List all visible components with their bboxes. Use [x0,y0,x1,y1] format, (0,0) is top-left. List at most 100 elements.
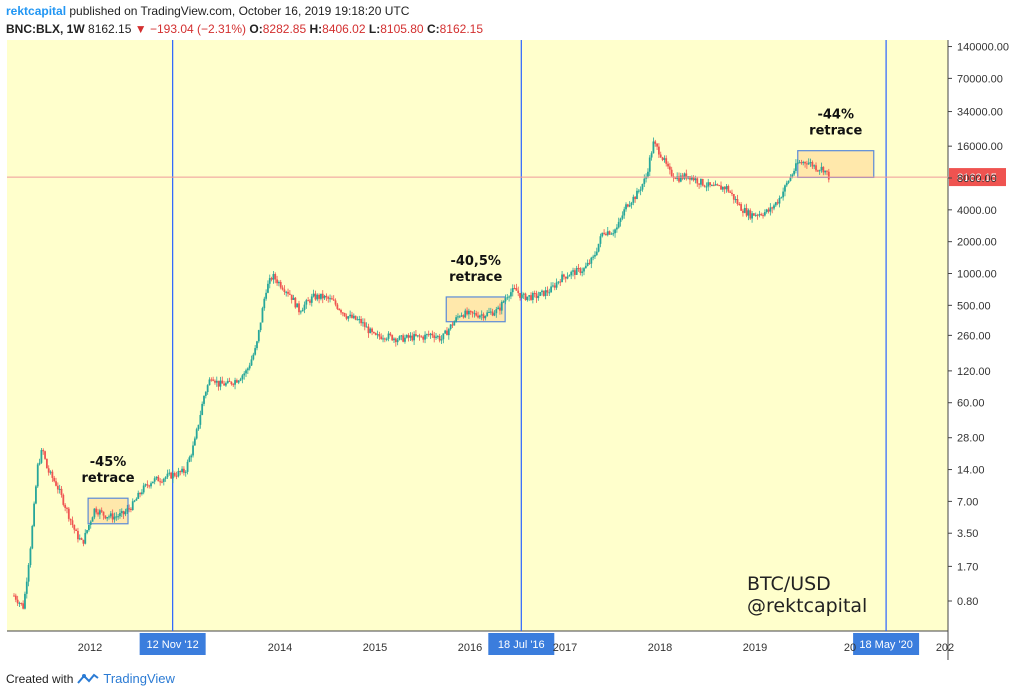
candle-body [345,316,348,319]
candle-body [533,293,536,295]
candle-body [674,177,677,179]
candle-body [98,510,101,515]
candle-body [619,218,622,222]
author-name[interactable]: rektcapital [6,4,67,18]
candle-body [102,511,105,516]
y-tick-label: 140000.00 [957,42,1009,54]
candle-body [49,471,52,473]
low-label: L: [368,22,381,36]
candle-body [683,173,686,179]
candle-body [290,294,293,300]
candle-body [378,334,381,337]
candle-body [108,516,110,518]
retrace-word-label: retrace [449,270,502,285]
candle-body [140,492,143,495]
candle-body [522,293,525,295]
candle-body [170,472,173,479]
candle-body [469,310,472,312]
candle-body [278,281,280,284]
candle-body [577,267,580,269]
candle-body [504,298,507,302]
candle-body [442,333,445,340]
candle-body [133,500,136,502]
candle-body [234,380,236,385]
candle-body [38,462,41,465]
candle-body [225,383,227,386]
retrace-percent-label: -44% [817,108,854,123]
candle-body [581,271,584,273]
candle-body [727,186,730,192]
candle-body [44,451,46,459]
candle-body [71,520,74,525]
candle-body [312,293,315,297]
candle-body [488,311,490,313]
last-price: 8162.15 [88,22,132,36]
candle-body [276,279,278,284]
candle-body [701,178,704,186]
x-tick-label: 2016 [458,642,482,654]
candle-body [268,278,271,284]
candle-body [237,380,240,383]
retrace-zone-box[interactable] [445,296,506,323]
candle-body [181,468,183,472]
candle-body [795,163,797,171]
candle-body [535,293,538,299]
candle-body [515,288,518,291]
y-tick-label: 70000.00 [957,73,1003,85]
y-tick-label: 1000.00 [957,269,997,281]
candle-body [599,236,602,244]
candle-body [742,210,744,213]
candle-body [510,292,512,297]
candle-body [391,334,394,341]
candle-body [663,158,666,160]
candle-body [489,311,492,313]
y-tick-label: 4000.00 [957,205,997,217]
candle-body [800,162,803,164]
candle-body [698,183,700,185]
candle-body [120,511,123,514]
candle-body [524,293,527,301]
candle-body [175,475,178,477]
candle-body [457,316,459,318]
candle-body [700,178,702,185]
candle-body [153,478,156,482]
close-label: C: [426,22,440,36]
halving-date-label: 18 Jul '16 [498,639,545,651]
candle-body [228,380,231,382]
candle-body [287,291,289,294]
candle-body [568,275,571,277]
candle-body [517,290,520,293]
candle-body [184,471,187,473]
candle-body [142,485,145,493]
y-tick-label: 8000.00 [957,173,997,185]
candle-body [303,304,306,310]
chart-plot-area[interactable] [7,40,948,631]
candle-body [718,185,721,187]
candle-body [283,289,286,292]
candle-body [754,214,757,216]
candle-body [351,314,353,318]
candle-body [639,189,642,191]
candle-body [347,316,350,319]
retrace-percent-label: -45% [90,455,127,470]
candle-body [500,302,503,311]
candle-body [468,310,470,315]
candle-body [749,210,752,219]
candle-body [477,315,479,318]
candle-body [365,326,368,328]
candle-body [573,270,576,275]
tradingview-brand[interactable]: TradingView [103,671,175,686]
candle-body [807,162,810,165]
candle-body [35,486,37,504]
candle-body [451,324,454,326]
candle-body [402,335,405,342]
candle-body [449,324,452,330]
candle-body [232,384,235,386]
candle-body [484,315,487,319]
candle-body [203,395,205,404]
candle-body [144,484,147,486]
candle-body [431,333,434,336]
candle-body [416,335,419,337]
candle-body [811,162,814,167]
